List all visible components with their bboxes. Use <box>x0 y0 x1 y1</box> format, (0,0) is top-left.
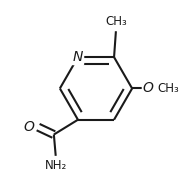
Text: O: O <box>142 81 153 96</box>
Text: CH₃: CH₃ <box>157 82 179 95</box>
Text: CH₃: CH₃ <box>105 15 127 28</box>
Text: N: N <box>73 50 83 64</box>
Text: NH₂: NH₂ <box>45 159 67 172</box>
Text: O: O <box>24 120 35 134</box>
